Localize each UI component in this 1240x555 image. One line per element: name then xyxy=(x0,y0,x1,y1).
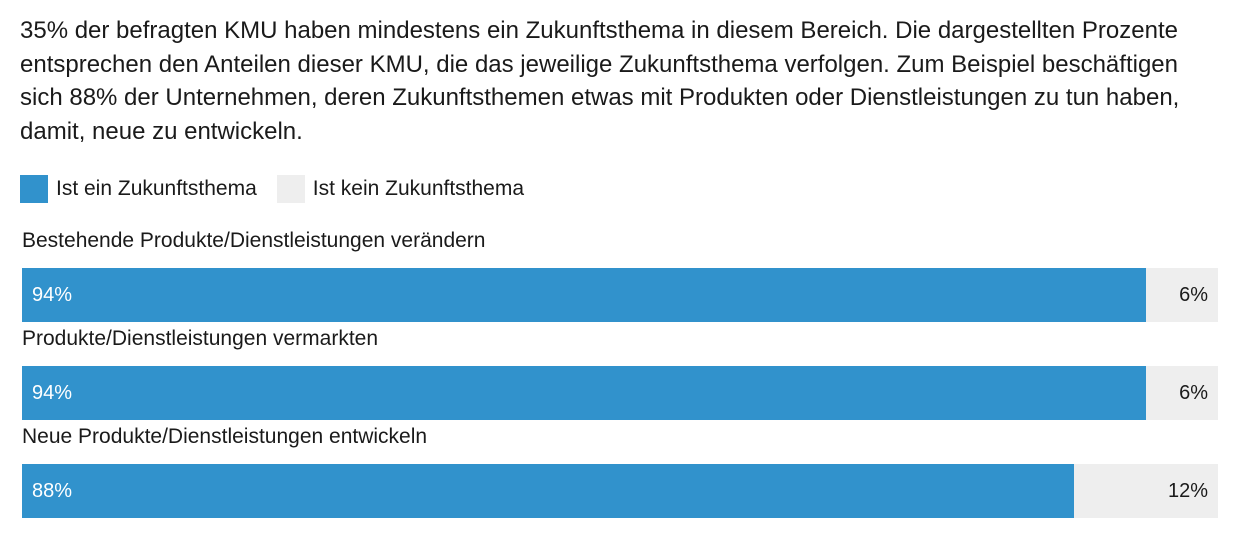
value-label-is-topic: 94% xyxy=(32,382,73,404)
legend-item-is-topic: Ist ein Zukunftsthema xyxy=(20,175,257,203)
bar-track: 94% 6% xyxy=(22,268,1218,322)
value-label-not-topic: 12% xyxy=(1167,480,1208,502)
category-label: Bestehende Produkte/Dienstleistungen ver… xyxy=(22,229,486,252)
bar-track: 94% 6% xyxy=(22,366,1218,420)
intro-text: 35% der befragten KMU haben mindestens e… xyxy=(20,17,1180,145)
legend-label-is-topic: Ist ein Zukunftsthema xyxy=(56,177,257,200)
bar-track: 88% 12% xyxy=(22,464,1218,518)
bar-is-topic xyxy=(22,268,1147,322)
category-label: Produkte/Dienstleistungen vermarkten xyxy=(22,327,379,350)
bar-is-topic xyxy=(22,464,1075,518)
legend-label-not-topic: Ist kein Zukunftsthema xyxy=(312,177,525,200)
value-label-not-topic: 6% xyxy=(1179,284,1208,306)
legend-item-not-topic: Ist kein Zukunftsthema xyxy=(276,175,525,203)
value-label-not-topic: 6% xyxy=(1179,382,1208,404)
legend: Ist ein Zukunftsthema Ist kein Zukunftst… xyxy=(20,174,544,204)
category-label: Neue Produkte/Dienstleistungen entwickel… xyxy=(22,425,428,448)
legend-swatch-not-topic xyxy=(276,175,305,203)
value-label-is-topic: 88% xyxy=(32,480,73,502)
value-label-is-topic: 94% xyxy=(32,284,73,306)
legend-swatch-is-topic xyxy=(20,175,48,203)
bar-is-topic xyxy=(22,366,1147,420)
